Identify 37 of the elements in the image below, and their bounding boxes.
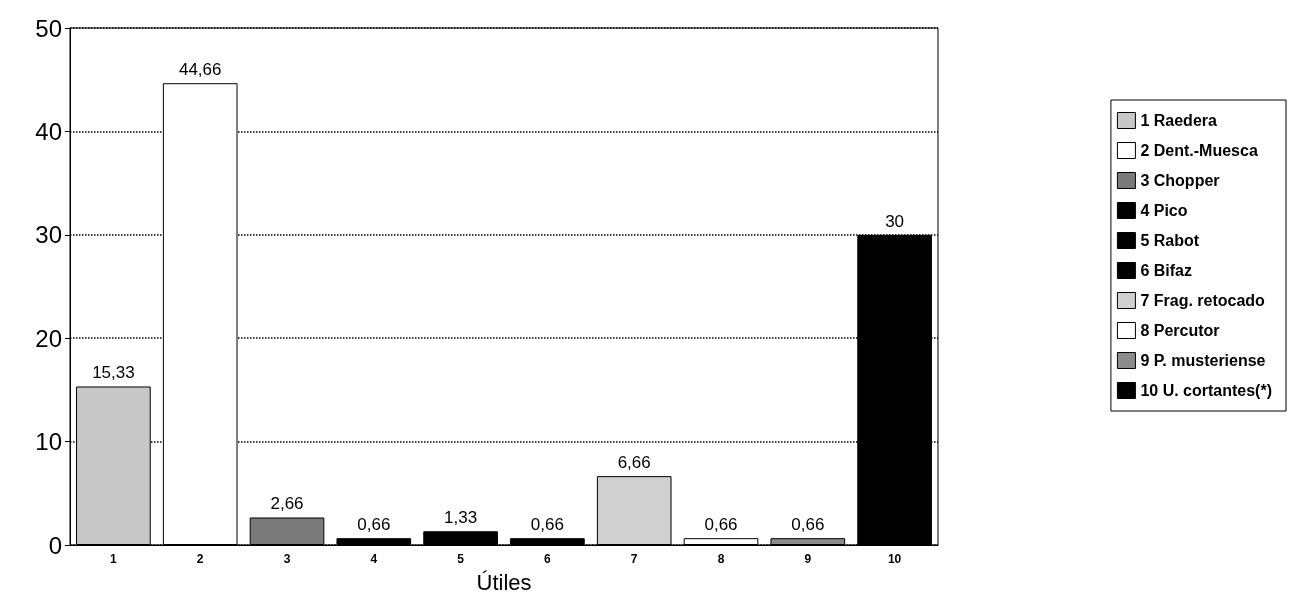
data-label: 0,66 bbox=[704, 515, 738, 535]
x-tick-label: 1 bbox=[110, 552, 118, 566]
data-label: 0,66 bbox=[530, 515, 564, 535]
x-tick-label: 9 bbox=[804, 552, 812, 566]
x-tick-label: 2 bbox=[196, 552, 204, 566]
data-label: 0,66 bbox=[357, 515, 391, 535]
data-label: 6,66 bbox=[617, 453, 651, 473]
data-label: 0,66 bbox=[791, 515, 825, 535]
legend-label: 9 P. musteriense bbox=[1140, 352, 1266, 369]
x-tick-label: 4 bbox=[370, 552, 378, 566]
legend-label: 5 Rabot bbox=[1140, 232, 1200, 249]
x-axis-title: Útiles bbox=[476, 569, 532, 595]
legend-label: 8 Percutor bbox=[1140, 322, 1220, 339]
legend-label: 1 Raedera bbox=[1140, 112, 1217, 129]
data-label: 2,66 bbox=[270, 494, 304, 514]
x-tick-label: 7 bbox=[630, 552, 638, 566]
legend-label: 7 Frag. retocado bbox=[1140, 292, 1266, 309]
data-label: 15,33 bbox=[92, 363, 135, 383]
legend-label: 10 U. cortantes(*) bbox=[1140, 382, 1272, 399]
x-tick-label: 3 bbox=[283, 552, 291, 566]
legend-label: 4 Pico bbox=[1140, 202, 1188, 219]
y-tick-label: 30 bbox=[35, 221, 62, 249]
x-tick-label: 6 bbox=[544, 552, 552, 566]
y-tick-label: 50 bbox=[35, 14, 62, 42]
legend-label: 6 Bifaz bbox=[1140, 262, 1192, 279]
y-tick-label: 10 bbox=[35, 428, 62, 456]
y-tick-label: 40 bbox=[35, 117, 62, 145]
data-label: 30 bbox=[885, 211, 905, 231]
x-tick-label: 5 bbox=[457, 552, 465, 566]
y-tick-label: 0 bbox=[48, 531, 62, 559]
data-label: 44,66 bbox=[178, 60, 222, 80]
data-label: 1,33 bbox=[444, 508, 478, 528]
legend-label: 3 Chopper bbox=[1140, 172, 1220, 189]
x-tick-label: 10 bbox=[887, 552, 902, 566]
y-tick-label: 20 bbox=[35, 324, 62, 352]
x-tick-label: 8 bbox=[717, 552, 725, 566]
legend-label: 2 Dent.-Muesca bbox=[1140, 142, 1258, 159]
